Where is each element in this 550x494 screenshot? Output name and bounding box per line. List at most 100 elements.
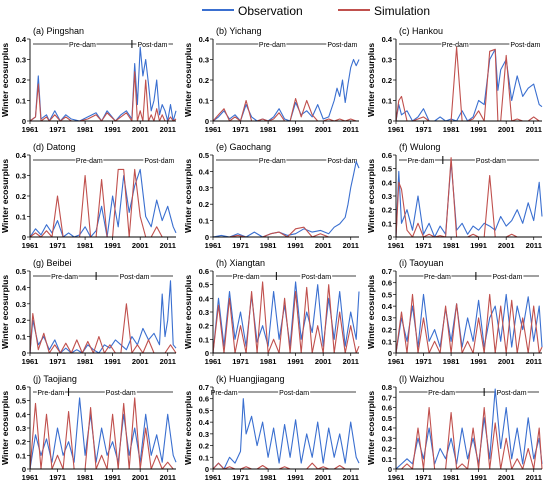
panel: (b) Yichang Winter ecosurplus Pre-dam Post-… <box>183 26 360 134</box>
pre-dam-label: Pre-dam <box>37 390 64 397</box>
x-tick-label: 1971 <box>415 241 432 250</box>
y-tick-label: 0.1 <box>199 97 209 106</box>
y-tick-label: 0.4 <box>16 35 27 44</box>
x-tick-label: 1971 <box>415 125 432 134</box>
x-tick-label: 1991 <box>470 125 487 134</box>
y-tick-label: 0.2 <box>382 445 392 454</box>
y-axis-label: Winter ecosurplus <box>183 159 193 233</box>
observation-line <box>395 161 543 238</box>
simulation-line <box>212 97 359 122</box>
y-tick-label: 0.5 <box>199 281 209 290</box>
pre-dam-label: Pre-dam <box>442 42 469 49</box>
x-tick-label: 2011 <box>526 241 542 250</box>
x-tick-label: 2001 <box>498 473 515 482</box>
y-tick-label: 0.8 <box>382 383 392 392</box>
panel-title: (b) Yichang <box>216 26 262 36</box>
panel: (i) Taoyuan Winter ecosurplus Pre-dam Post-… <box>366 258 543 366</box>
panel-title: (g) Beibei <box>33 258 72 268</box>
x-tick-label: 2001 <box>498 357 515 366</box>
y-tick-label: 0.7 <box>382 267 392 276</box>
y-tick-label: 0.5 <box>199 406 209 415</box>
y-axis-label: Winter ecosurplus <box>366 275 376 349</box>
x-tick-label: 1971 <box>415 473 432 482</box>
y-tick-label: 0.5 <box>382 414 392 423</box>
y-tick-label: 0.4 <box>382 302 393 311</box>
y-tick-label: 0 <box>22 233 26 242</box>
x-tick-label: 1981 <box>260 357 277 366</box>
x-tick-label: 1981 <box>260 241 277 250</box>
x-tick-label: 1981 <box>443 125 460 134</box>
x-tick-label: 2001 <box>498 241 515 250</box>
observation-line <box>395 48 543 122</box>
y-tick-label: 0.2 <box>199 322 209 331</box>
panel: (h) Xiangtan Winter ecosurplus Pre-dam Post… <box>183 258 360 366</box>
y-tick-label: 0 <box>205 117 209 126</box>
y-tick-label: 0.4 <box>16 410 27 419</box>
y-tick-label: 0.6 <box>199 267 209 276</box>
y-tick-label: 0.2 <box>16 438 26 447</box>
pre-dam-label-bg <box>423 271 452 281</box>
y-tick-label: 0.3 <box>16 424 26 433</box>
post-dam-label-bg <box>326 155 359 165</box>
y-tick-label: 0.7 <box>382 393 392 402</box>
y-tick-label: 0.3 <box>16 300 26 309</box>
x-tick-label: 1971 <box>232 241 249 250</box>
panel-title: (i) Taoyuan <box>399 258 443 268</box>
x-tick-label: 2001 <box>315 125 332 134</box>
y-tick-label: 0.6 <box>16 383 26 392</box>
x-tick-label: 1981 <box>260 473 277 482</box>
observation-line <box>29 46 177 122</box>
x-tick-label: 2001 <box>132 241 149 250</box>
y-tick-label: 0.3 <box>382 192 392 201</box>
x-tick-label: 1961 <box>22 125 39 134</box>
y-tick-label: 0.2 <box>16 192 26 201</box>
post-dam-label-bg <box>118 271 151 281</box>
x-tick-label: 1991 <box>287 357 304 366</box>
post-dam-label: Post-dam <box>301 274 331 281</box>
panel: (e) Gaochang Winter ecosurplus Pre-dam Post… <box>183 142 360 250</box>
x-tick-label: 2011 <box>160 241 176 250</box>
pre-dam-label-bg <box>258 39 287 49</box>
x-tick-label: 2011 <box>160 357 176 366</box>
x-tick-label: 1961 <box>388 473 405 482</box>
y-tick-label: 0.4 <box>382 178 393 187</box>
simulation-line <box>395 293 543 354</box>
y-tick-label: 0.1 <box>16 97 26 106</box>
post-dam-label-bg <box>104 387 137 397</box>
panel: (g) Beibei Winter ecosurplus Pre-dam Post-d… <box>0 258 177 366</box>
post-dam-label: Post-dam <box>492 274 522 281</box>
pre-dam-label-bg <box>441 39 470 49</box>
y-tick-label: 0.1 <box>382 455 392 464</box>
x-tick-label: 1991 <box>470 473 487 482</box>
y-axis-label: Winter ecosurplus <box>183 391 193 465</box>
x-tick-label: 2001 <box>315 473 332 482</box>
pre-dam-label: Pre-dam <box>259 42 286 49</box>
x-tick-label: 2011 <box>526 473 542 482</box>
simulation-line <box>395 46 542 122</box>
pre-dam-label: Pre-dam <box>407 158 434 165</box>
simulation-line <box>212 281 360 354</box>
y-tick-label: 0 <box>205 233 209 242</box>
post-dam-label: Post-dam <box>497 390 527 397</box>
y-axis-label: Winter ecosurplus <box>0 391 10 465</box>
post-dam-label-bg <box>143 155 176 165</box>
post-dam-label: Post-dam <box>144 158 174 165</box>
x-tick-label: 2011 <box>160 473 176 482</box>
pre-dam-label: Pre-dam <box>51 274 78 281</box>
y-tick-label: 0.1 <box>199 453 209 462</box>
y-tick-label: 0.7 <box>199 383 209 392</box>
x-tick-label: 1971 <box>415 357 432 366</box>
y-tick-label: 0 <box>22 117 26 126</box>
panel-title: (k) Huangjiagang <box>216 374 285 384</box>
pre-dam-label-bg <box>210 387 239 397</box>
post-dam-label-bg <box>491 271 524 281</box>
pre-dam-label: Pre-dam <box>424 274 451 281</box>
y-axis-label: Winter ecosurplus <box>366 43 376 117</box>
simulation-line <box>29 303 177 354</box>
panel-title: (c) Hankou <box>399 26 443 36</box>
x-tick-label: 1971 <box>232 125 249 134</box>
simulation-line <box>396 406 543 470</box>
observation-line <box>212 398 360 470</box>
x-tick-label: 2011 <box>526 125 542 134</box>
